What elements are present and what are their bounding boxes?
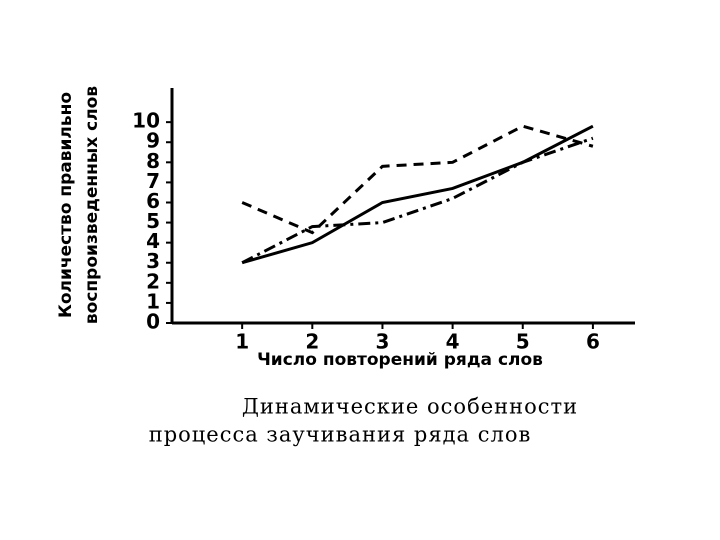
x-tick-label: 6 bbox=[586, 330, 600, 354]
x-tick-label: 2 bbox=[305, 330, 319, 354]
y-axis-label: Количество правильно bbox=[56, 92, 76, 318]
y-tick-label: 10 bbox=[132, 109, 160, 133]
series-line bbox=[241, 136, 594, 265]
x-tick-label: 4 bbox=[446, 330, 460, 354]
x-tick-label: 1 bbox=[235, 330, 249, 354]
series-line bbox=[241, 124, 594, 265]
y-tick-label: 0 bbox=[146, 310, 160, 334]
y-tick-label: 1 bbox=[146, 289, 160, 313]
x-tick-label: 5 bbox=[516, 330, 530, 354]
y-tick-label: 7 bbox=[146, 169, 160, 193]
series-line bbox=[241, 124, 594, 235]
y-tick-label: 9 bbox=[146, 129, 160, 153]
y-tick-label: 8 bbox=[146, 149, 160, 173]
caption: процесса заучивания ряда слов bbox=[149, 423, 532, 447]
y-tick-label: 4 bbox=[146, 229, 160, 253]
x-axis-label: Число повторений ряда слов bbox=[257, 350, 543, 370]
y-axis-label: воспроизведенных слов bbox=[82, 86, 102, 324]
caption: Динамические особенности bbox=[242, 395, 578, 419]
y-tick-label: 3 bbox=[146, 249, 160, 273]
y-tick-label: 2 bbox=[146, 269, 160, 293]
y-tick-label: 5 bbox=[146, 209, 160, 233]
x-tick-label: 3 bbox=[375, 330, 389, 354]
y-tick-label: 6 bbox=[146, 189, 160, 213]
